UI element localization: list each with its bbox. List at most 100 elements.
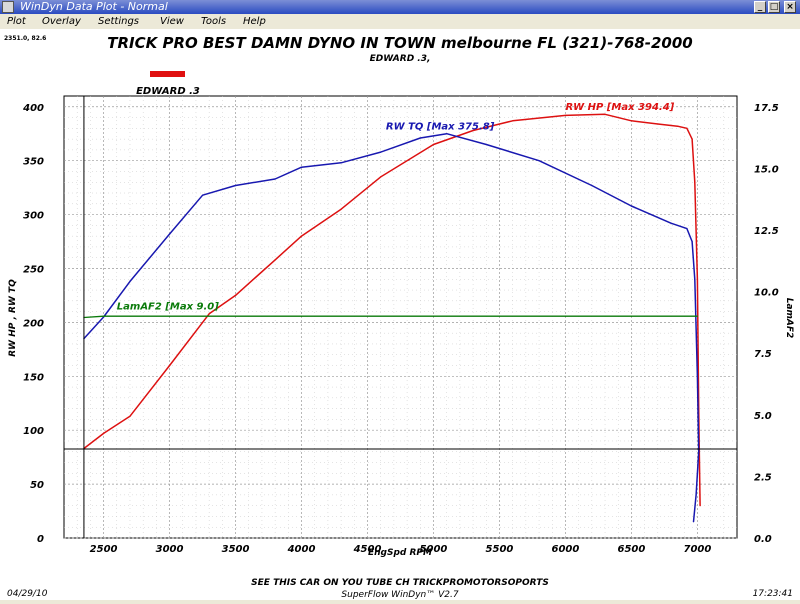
- chart-subtitle: EDWARD .3,: [370, 54, 431, 64]
- footer-software: SuperFlow WinDyn™ V2.7: [341, 590, 458, 600]
- data-point-rw-hp: [208, 313, 210, 315]
- minimize-icon[interactable]: _: [754, 1, 766, 13]
- close-icon[interactable]: ×: [784, 1, 796, 13]
- data-point-rw-hp: [432, 143, 435, 146]
- data-point-rw-hp: [380, 176, 382, 178]
- data-point-rw-hp: [169, 364, 171, 367]
- series-annotations: RW HP [Max 394.4] RW TQ [Max 375.8] LamAF2…: [117, 102, 675, 312]
- window-title: WinDyn Data Plot - Normal: [20, 0, 168, 13]
- data-point-lamaf2: [696, 315, 699, 317]
- annotation-rw-tq: RW TQ [Max 375.8]: [386, 122, 495, 133]
- data-point-rw-hp: [630, 120, 633, 122]
- data-point-rw-tq: [234, 184, 237, 187]
- y-axis-left-label: RW HP , RW TQ: [8, 279, 18, 357]
- data-point-rw-tq: [129, 280, 131, 282]
- data-point-rw-hp: [657, 123, 659, 125]
- menu-plot[interactable]: Plot: [7, 16, 26, 27]
- y-axis-right-label: LamAF2: [784, 298, 794, 339]
- footer-note: SEE THIS CAR ON YOU TUBE CH TRICKPROMOTO…: [251, 578, 549, 588]
- dyno-chart[interactable]: 2351.0, 82.6 TRICK PRO BEST DAMN DYNO IN…: [0, 29, 800, 600]
- series-line-rw-tq: [83, 132, 700, 522]
- data-point-rw-hp: [340, 208, 342, 210]
- annotation-rw-hp: RW HP [Max 394.4]: [565, 102, 674, 113]
- data-point-lamaf2: [630, 315, 633, 317]
- data-point-lamaf2: [432, 315, 435, 317]
- y-left-tick-label: 0: [37, 534, 44, 545]
- annotation-lamaf2: LamAF2 [Max 9.0]: [117, 301, 219, 312]
- menu-help[interactable]: Help: [243, 16, 266, 27]
- legend-label: EDWARD .3: [136, 86, 200, 97]
- y-left-tick-label: 350: [23, 157, 44, 168]
- data-point-rw-tq: [691, 240, 693, 243]
- data-point-lamaf2: [169, 315, 171, 317]
- data-point-rw-hp: [472, 129, 474, 132]
- data-point-rw-hp: [274, 259, 276, 261]
- menu-settings[interactable]: Settings: [98, 16, 140, 27]
- plot-frame: [63, 95, 738, 539]
- menu-tools[interactable]: Tools: [201, 16, 227, 27]
- y-left-tick-label: 50: [30, 480, 44, 491]
- data-point-rw-tq: [538, 160, 540, 162]
- restore-icon[interactable]: □: [768, 1, 780, 13]
- grid: [63, 95, 738, 539]
- data-point-rw-tq: [380, 151, 382, 153]
- y-left-tick-label: 150: [23, 372, 44, 383]
- data-point-rw-tq: [696, 375, 699, 377]
- data-point-rw-tq: [698, 451, 700, 453]
- y-left-tick-label: 250: [23, 264, 44, 275]
- footer-time: 17:23:41: [753, 589, 793, 599]
- x-tick-label: 7000: [683, 544, 711, 555]
- window-titlebar: WinDyn Data Plot - Normal _ □ ×: [0, 0, 800, 14]
- data-point-rw-tq: [485, 143, 487, 146]
- data-point-rw-hp: [512, 120, 514, 122]
- series-line-rw-hp: [83, 113, 701, 506]
- data-point-rw-tq: [202, 194, 204, 196]
- x-tick-label: 5000: [420, 544, 448, 555]
- x-tick-label: 4000: [287, 544, 316, 555]
- data-point-lamaf2: [564, 315, 567, 317]
- series-lines: [83, 113, 701, 523]
- x-tick-label: 3500: [222, 544, 250, 555]
- data-point-rw-hp: [300, 235, 303, 237]
- cursor-crosshair: [64, 96, 737, 538]
- y-left-tick-label: 300: [23, 211, 44, 222]
- x-axis-label: EngSpd RPM: [368, 548, 432, 558]
- data-point-rw-hp: [103, 432, 105, 434]
- y-right-tick-label: 2.5: [754, 472, 772, 483]
- menu-view[interactable]: View: [160, 16, 184, 27]
- y-right-tick-label: 10.0: [754, 288, 779, 299]
- data-point-rw-hp: [604, 113, 606, 115]
- data-point-rw-tq: [670, 222, 672, 224]
- data-point-lamaf2: [300, 315, 303, 317]
- y-right-tick-label: 15.0: [754, 164, 779, 175]
- app-icon: [2, 1, 14, 13]
- y-left-tick-label: 200: [23, 318, 44, 329]
- data-point-rw-tq: [694, 278, 696, 280]
- data-point-lamaf2: [103, 315, 105, 317]
- x-tick-label: 5500: [486, 544, 514, 555]
- data-point-rw-tq: [686, 228, 688, 230]
- data-point-rw-tq: [692, 521, 695, 523]
- data-point-rw-tq: [300, 166, 303, 168]
- x-tick-label: 3000: [156, 544, 184, 555]
- data-point-rw-tq: [591, 184, 593, 187]
- x-tick-label: 2500: [90, 544, 118, 555]
- y-right-tick-label: 5.0: [754, 411, 772, 422]
- data-point-rw-tq: [340, 162, 342, 164]
- data-point-rw-hp: [699, 505, 701, 507]
- menu-bar: Plot Overlay Settings View Tools Help: [0, 14, 800, 29]
- chart-title: TRICK PRO BEST DAMN DYNO IN TOWN melbour…: [107, 34, 692, 52]
- data-point-rw-tq: [630, 205, 633, 207]
- x-tick-label: 4500: [353, 544, 382, 555]
- data-point-rw-tq: [446, 133, 448, 135]
- data-point-rw-hp: [696, 278, 699, 280]
- y-right-tick-label: 12.5: [754, 226, 779, 237]
- axis-ticks: 2500 3000 3500 4000 4500 5000 5500 6000 6500 7000…: [22, 103, 779, 555]
- y-right-tick-label: 7.5: [754, 349, 772, 360]
- y-right-tick-label: 0.0: [754, 534, 772, 545]
- data-point-rw-hp: [677, 125, 679, 127]
- series-line-lamaf2: [83, 315, 698, 319]
- menu-overlay[interactable]: Overlay: [42, 16, 81, 27]
- y-left-tick-label: 400: [22, 103, 44, 114]
- y-right-tick-label: 17.5: [754, 103, 779, 114]
